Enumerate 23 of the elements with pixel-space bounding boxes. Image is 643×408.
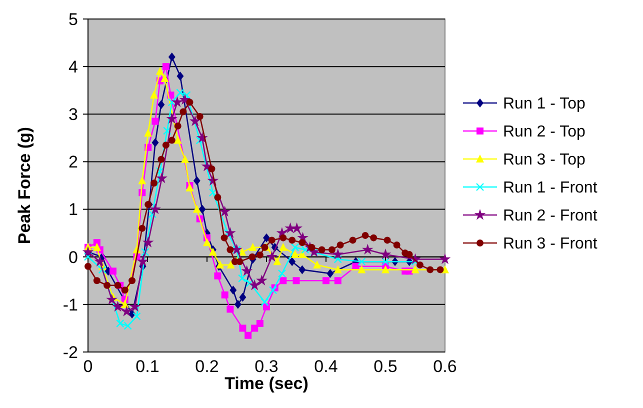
- x-tick-label: 0.5: [374, 357, 398, 376]
- legend-label: Run 3 - Top: [503, 152, 586, 169]
- x-tick-label: 0.6: [433, 357, 457, 376]
- y-tick-label: 4: [68, 58, 78, 77]
- x-axis-title: Time (sec): [224, 374, 308, 393]
- y-tick-label: 1: [68, 200, 78, 220]
- legend-label: Run 2 - Front: [503, 208, 598, 225]
- x-tick-label: 0.2: [195, 357, 219, 376]
- legend-label: Run 1 - Top: [503, 96, 586, 113]
- x-tick-label: 0.3: [254, 357, 278, 376]
- y-tick-label: 3: [68, 105, 78, 124]
- x-tick-label: 0: [83, 357, 93, 376]
- x-tick-label: 0.1: [136, 357, 160, 376]
- y-tick-label: 5: [68, 10, 78, 29]
- x-tick-label: 0.4: [314, 357, 338, 376]
- legend-label: Run 2 - Top: [503, 124, 586, 141]
- y-tick-label: -2: [62, 342, 78, 362]
- y-axis-title: Peak Force (g): [15, 126, 34, 244]
- y-tick-label: -1: [62, 295, 78, 314]
- y-tick-label: 0: [68, 248, 78, 267]
- y-tick-label: 2: [68, 152, 78, 172]
- legend-label: Run 1 - Front: [503, 180, 598, 197]
- legend-label: Run 3 - Front: [503, 236, 598, 253]
